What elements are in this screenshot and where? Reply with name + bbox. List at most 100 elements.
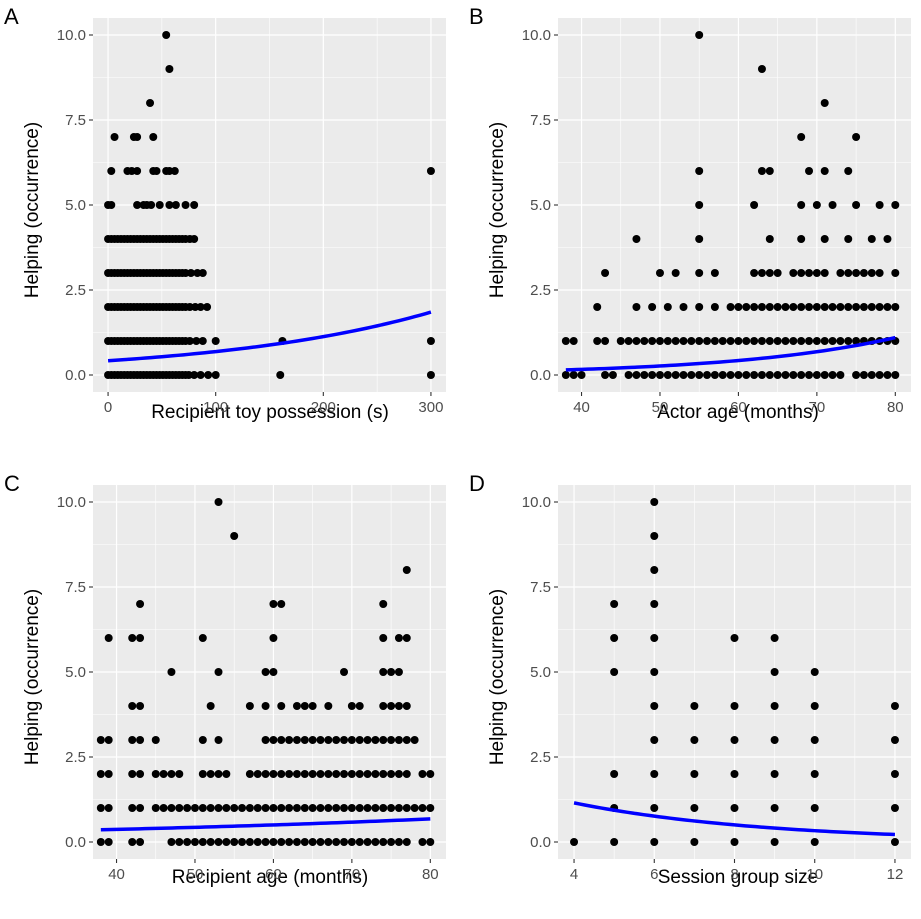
- panel-b-xlabel: Actor age (months): [657, 402, 819, 423]
- panel-b-point: [859, 269, 868, 277]
- panel-b-point: [891, 303, 900, 311]
- panel-b-point: [812, 201, 821, 209]
- panel-c-point: [151, 736, 160, 744]
- panel-c-point: [206, 702, 215, 710]
- panel-c-point: [277, 804, 286, 812]
- panel-c-point: [355, 804, 364, 812]
- panel-c-point: [96, 736, 105, 744]
- panel-c-point: [300, 702, 309, 710]
- panel-d-point: [770, 770, 779, 778]
- panel-b-point: [601, 337, 610, 345]
- panel-b-point: [679, 337, 688, 345]
- panel-c-point: [136, 736, 145, 744]
- panel-b-point: [844, 269, 853, 277]
- panel-b-point: [836, 371, 845, 379]
- panel-b-point: [820, 235, 829, 243]
- panel-b-point: [695, 167, 704, 175]
- panel-c-point: [285, 770, 294, 778]
- panel-b-point: [883, 235, 892, 243]
- panel-b-point: [875, 269, 884, 277]
- panel-b-point: [695, 269, 704, 277]
- panel-b-point: [852, 303, 861, 311]
- panel-c-point: [387, 770, 396, 778]
- panel-b-point: [710, 303, 719, 311]
- panel-d-xlabel: Session group size: [658, 867, 819, 888]
- panel-c-point: [402, 736, 411, 744]
- panel-b-ytick-label: 0.0: [530, 367, 551, 384]
- panel-c-point: [175, 838, 184, 846]
- panel-c-point: [104, 838, 113, 846]
- panel-b-point: [828, 371, 837, 379]
- panel-b-point: [687, 337, 696, 345]
- panel-a-xtick-label: 200: [311, 399, 336, 416]
- panel-b-point: [710, 337, 719, 345]
- panel-c-point: [292, 702, 301, 710]
- panel-b-point: [710, 269, 719, 277]
- panel-c-point: [347, 736, 356, 744]
- panel-c-point: [387, 736, 396, 744]
- panel-c-xtick-label: 80: [422, 866, 439, 883]
- panel-a-point: [146, 99, 155, 107]
- panel-c-ytick-label: 7.5: [65, 579, 86, 596]
- panel-b-ytick-label: 2.5: [530, 282, 551, 299]
- panel-b-point: [569, 371, 578, 379]
- panel-b-point: [797, 337, 806, 345]
- panel-b-point: [836, 303, 845, 311]
- panel-b-point: [797, 235, 806, 243]
- panel-d-point: [890, 736, 899, 744]
- panel-c-point: [355, 702, 364, 710]
- panel-c-point: [277, 702, 286, 710]
- panel-c-point: [379, 804, 388, 812]
- panel-a-point: [155, 201, 164, 209]
- panel-c-point: [269, 600, 278, 608]
- panel-b-xtick-label: 40: [573, 399, 590, 416]
- panel-b-point: [844, 303, 853, 311]
- panel-c-point: [292, 804, 301, 812]
- panel-d-xtick-label: 6: [650, 866, 658, 883]
- panel-b-xtick-label: 70: [809, 399, 826, 416]
- panel-b-ytick-label: 10.0: [522, 27, 551, 44]
- panel-c-point: [175, 804, 184, 812]
- panel-d-point: [810, 770, 819, 778]
- panel-d-xtick-label: 8: [730, 866, 738, 883]
- panel-a-point: [198, 337, 207, 345]
- panel-b-point: [820, 99, 829, 107]
- panel-a-point: [276, 371, 285, 379]
- panel-c-point: [214, 668, 223, 676]
- panel-c-xtick-label: 60: [265, 866, 282, 883]
- panel-c-point: [96, 838, 105, 846]
- panel-c-point: [332, 838, 341, 846]
- panel-b-point: [828, 201, 837, 209]
- panel-b-point: [703, 371, 712, 379]
- panel-d-point: [810, 838, 819, 846]
- panel-b-point: [812, 303, 821, 311]
- panel-b-point: [789, 269, 798, 277]
- panel-b-point: [695, 337, 704, 345]
- panel-b-point: [820, 303, 829, 311]
- panel-d-point: [610, 668, 619, 676]
- panel-b-point: [561, 371, 570, 379]
- panel-b-point: [750, 201, 759, 209]
- panel-c-point: [402, 634, 411, 642]
- panel-c-point: [371, 770, 380, 778]
- panel-a-point: [190, 371, 199, 379]
- panel-c-point: [245, 804, 254, 812]
- panel-c-point: [379, 634, 388, 642]
- panel-c-point: [371, 736, 380, 744]
- panel-a-ytick-label: 10.0: [57, 27, 86, 44]
- panel-b-point: [859, 303, 868, 311]
- panel-a-point: [190, 235, 199, 243]
- panel-b-point: [852, 133, 861, 141]
- panel-c-point: [214, 736, 223, 744]
- panel-a-xtick-label: 100: [203, 399, 228, 416]
- panel-b-ytick-label: 7.5: [530, 112, 551, 129]
- panel-b-point: [655, 337, 664, 345]
- panel-b-point: [757, 65, 766, 73]
- panel-a-point: [165, 201, 174, 209]
- panel-c-point: [394, 770, 403, 778]
- panel-c-point: [167, 804, 176, 812]
- panel-b-point: [710, 371, 719, 379]
- panel-b-point: [750, 337, 759, 345]
- panel-b-point: [820, 269, 829, 277]
- panel-c-point: [167, 770, 176, 778]
